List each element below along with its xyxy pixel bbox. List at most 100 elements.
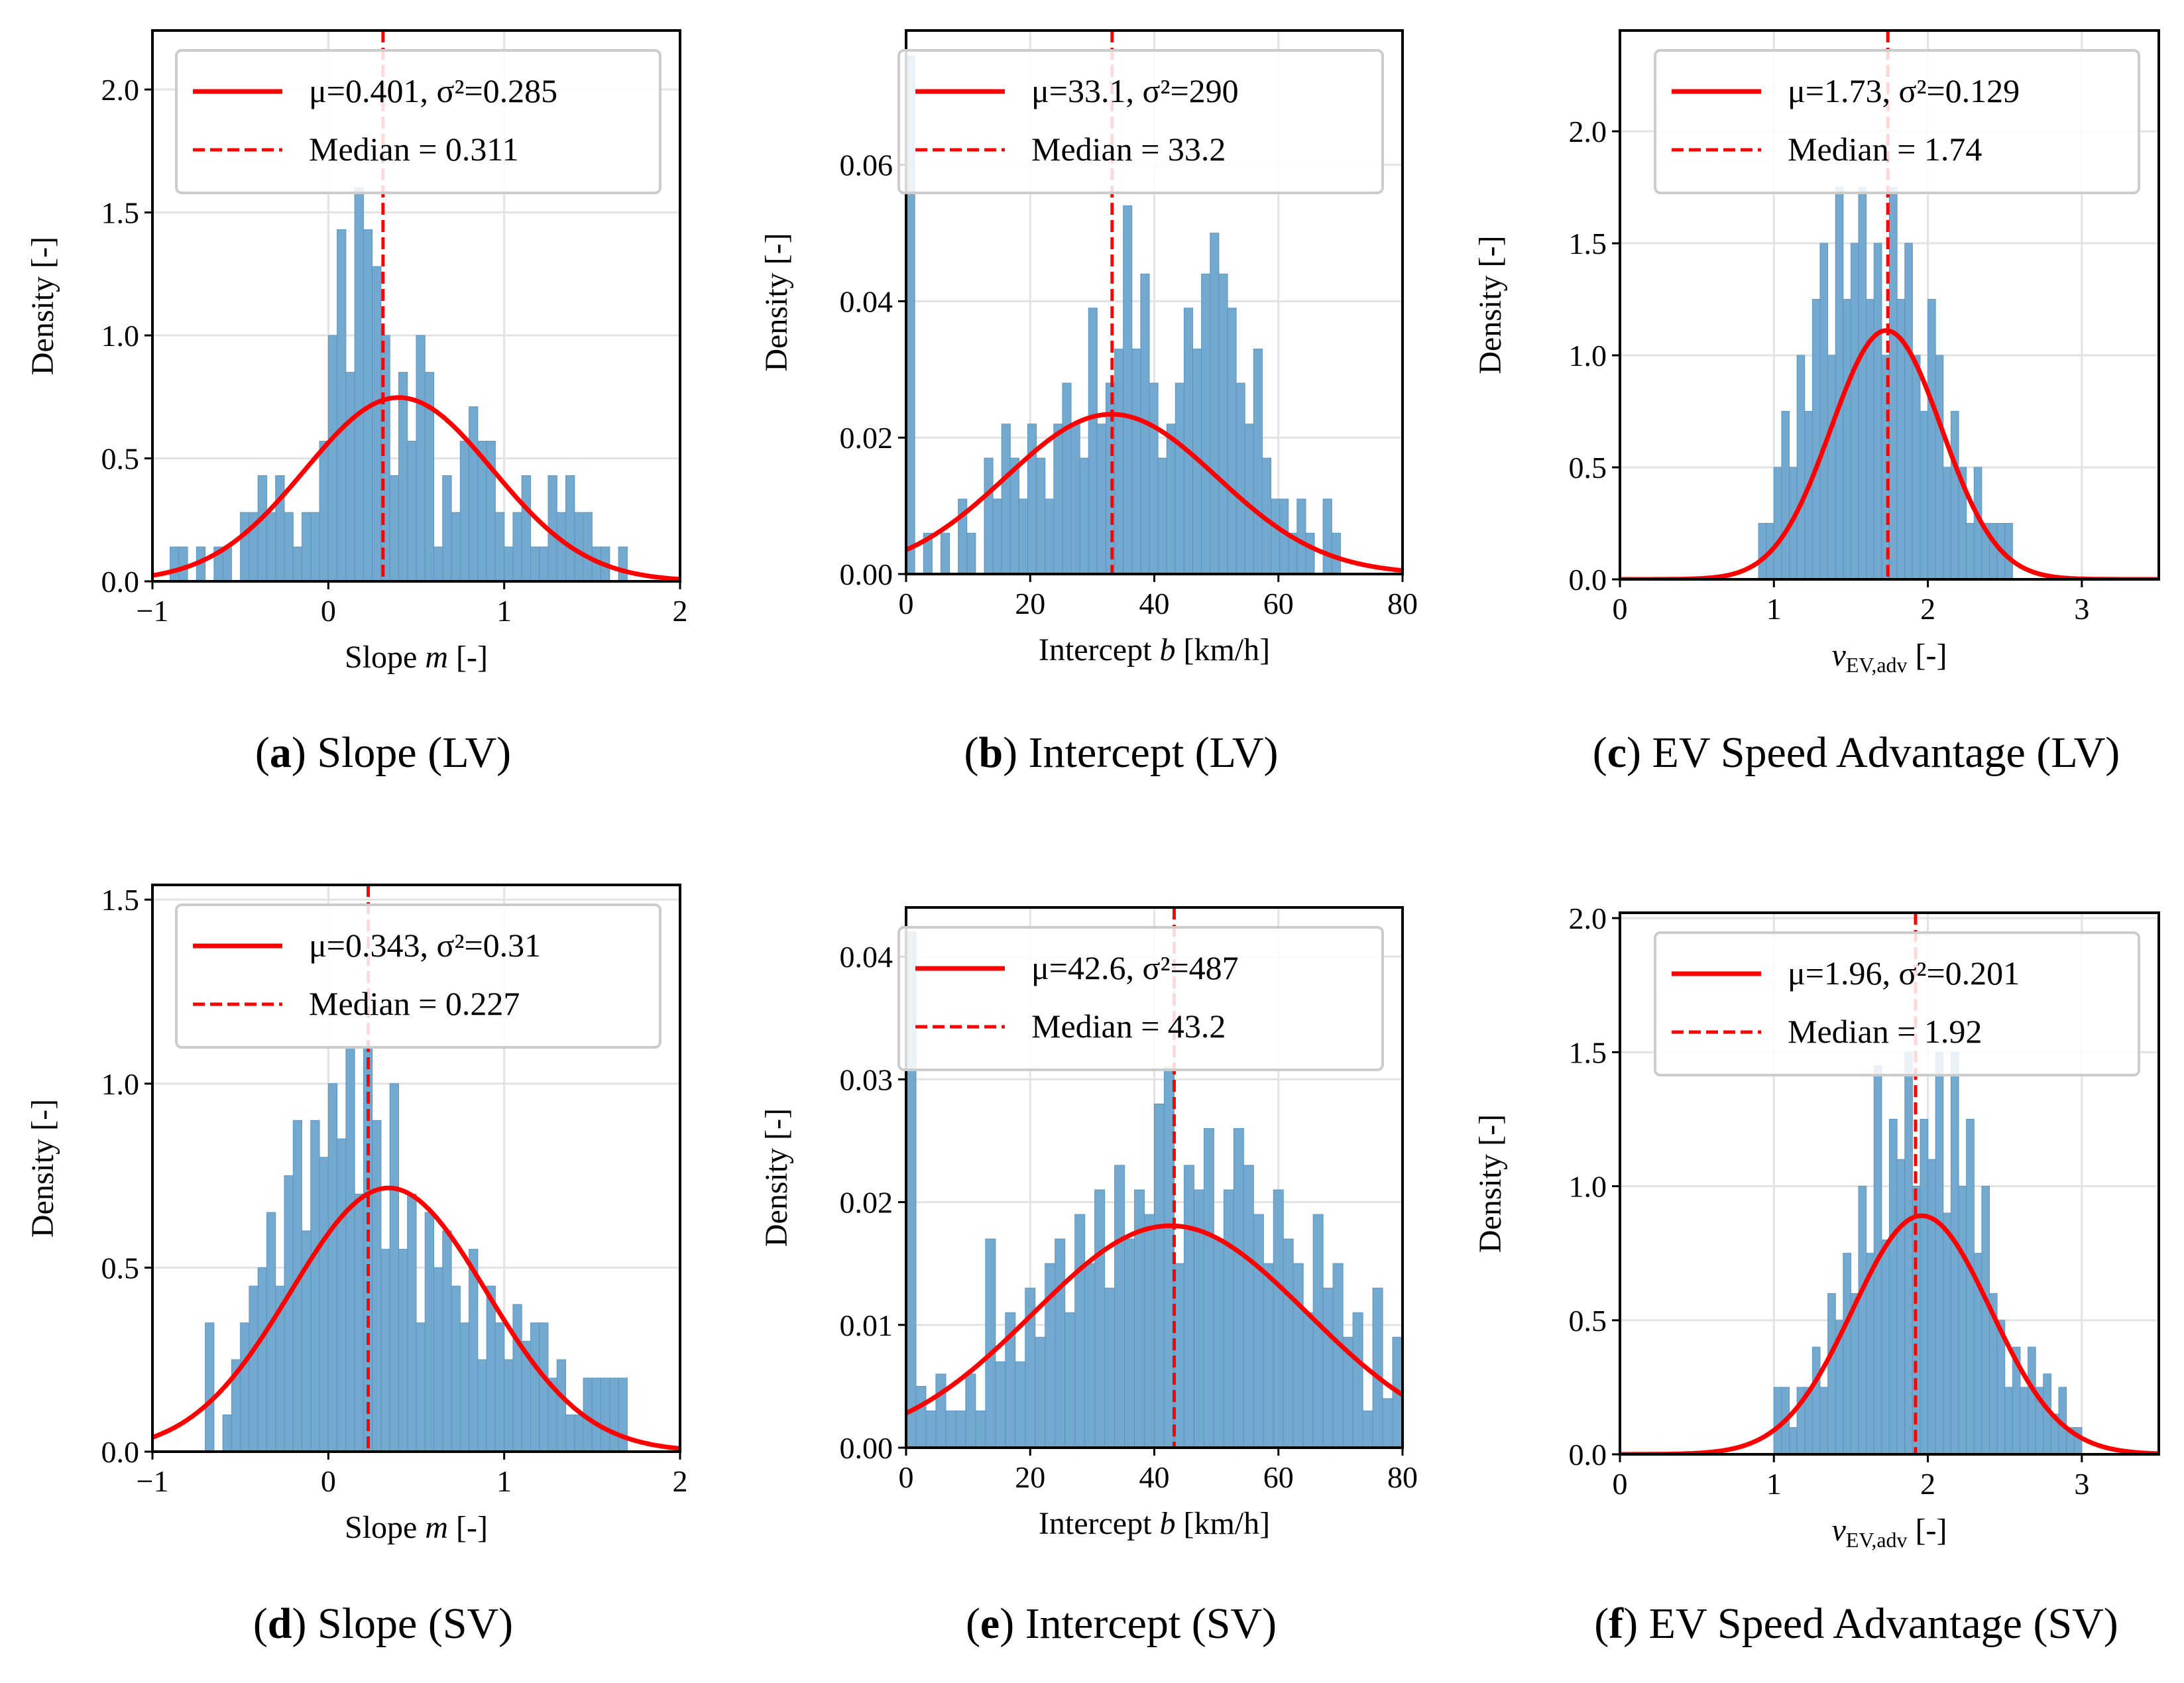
histogram-bar [1873,243,1882,579]
x-label-suffix: [-] [448,640,488,675]
x-tick-label: 2 [1920,1467,1935,1501]
histogram-bar [1263,1263,1274,1448]
caption-letter: f [1609,1599,1624,1648]
x-label-symbol: b [1159,1506,1175,1541]
histogram-bar [539,546,549,581]
legend-box [1654,931,2140,1076]
histogram-bar [1149,382,1159,574]
histogram-bar [530,1322,540,1452]
histogram-bar [1966,523,1975,579]
caption-open-paren: ( [255,728,270,777]
histogram-bar [1227,308,1237,574]
caption-open-paren: ( [1594,1599,1609,1648]
y-tick-label: 0.00 [840,557,893,591]
histogram-bar [1114,1165,1125,1448]
histogram-bar [442,1230,452,1452]
histogram-bar [1352,1312,1363,1448]
histogram-bar [240,512,250,581]
histogram-bar [1009,457,1019,574]
histogram-bar [1223,1189,1234,1448]
histogram-bar [170,546,180,581]
y-tick-label: 0.03 [840,1063,893,1096]
histogram-bar [222,1414,232,1452]
x-label-suffix: [-] [1908,1513,1947,1548]
subfigure-caption: (d) Slope (SV) [253,1599,513,1648]
caption-letter: d [268,1599,292,1648]
histogram-bar [1835,187,1844,579]
histogram-bar [319,1157,329,1452]
x-tick-label: 40 [1139,1460,1170,1494]
histogram-bar [1027,424,1037,574]
caption-letter: b [978,728,1003,777]
histogram-bar [416,1322,426,1452]
y-tick-label: 1.5 [1569,227,1607,261]
histogram [1620,913,2159,1454]
panel-e: 0 20 40 60 80 0.00 0.01 0.02 0.03 0.04 Intercept b… [759,906,1418,1648]
histogram-bar [1935,1051,1944,1454]
x-label-base: Intercept [1039,632,1160,667]
histogram-bar [1362,1410,1373,1448]
legend-box [175,903,661,1049]
histogram-bar [1243,1165,1254,1448]
histogram-bar [1302,1312,1314,1448]
y-tick-label: 1.5 [101,883,140,917]
y-tick-label: 0.06 [840,148,893,182]
histogram-bar [1036,457,1046,574]
histogram-bar [372,1120,382,1452]
x-tick-label: 60 [1263,587,1294,620]
histogram-bar [1201,273,1211,574]
x-tick-label: 20 [1015,587,1045,620]
histogram-bar [1094,1189,1106,1448]
y-tick-label: 0.01 [840,1308,893,1342]
histogram-bar [1104,1287,1116,1448]
histogram-bar [1382,1398,1393,1448]
x-tick-label: 60 [1263,1460,1294,1494]
y-tick-label: 0.5 [101,1251,140,1285]
histogram-bar [469,406,479,581]
histogram-bar [1811,299,1821,579]
x-label-symbol: m [425,640,448,675]
histogram-bar [1889,187,1898,579]
histogram-bar [1062,382,1072,574]
histogram-bar [539,1322,549,1452]
histogram-bar [985,1238,996,1448]
histogram-bar [1253,348,1263,574]
normal-fit-curve [152,395,680,581]
y-tick-label: 0.00 [840,1431,893,1465]
histogram-bar [618,546,628,581]
subfigure-caption: (a) Slope (LV) [255,728,511,777]
histogram-bar [1850,1293,1859,1454]
legend-box [897,926,1384,1071]
y-tick-label: 1.0 [101,319,140,353]
histogram-bar [451,1285,461,1452]
histogram-bar [1773,1387,1782,1454]
histogram-bar [284,512,294,581]
histogram-bar [494,1322,505,1452]
x-tick-label: 3 [2074,1467,2089,1501]
legend-median-label: Median = 0.227 [309,985,520,1022]
histogram-bar [1253,1214,1264,1448]
histogram-bar [1144,1214,1155,1448]
x-axis-label: Slope m [-] [345,1510,488,1545]
histogram-bar [1850,243,1859,579]
histogram-bar [1781,411,1790,579]
histogram-bar [1183,1165,1194,1448]
y-axis-label: Density [-] [25,1099,60,1238]
histogram-bar [249,1285,259,1452]
histogram-bar [337,229,347,581]
y-tick-label: 1.0 [1569,339,1607,373]
histogram-bar [574,1414,584,1452]
histogram-bar [292,546,303,581]
panel-f: 0 1 2 3 0.0 0.5 1.0 1.5 2.0 vEV,adv [-] Density [-… [1473,901,2160,1648]
y-tick-label: 2.0 [1569,115,1607,148]
y-axis-label: Density [-] [1473,1114,1508,1253]
x-label-suffix: [km/h] [1175,1506,1270,1541]
x-tick-label: 2 [1920,592,1935,626]
histogram-bar [1889,1118,1898,1454]
histogram-bar [1843,299,1851,579]
x-tick-label: 0 [1613,592,1628,626]
x-label-symbol: b [1159,632,1175,667]
histogram-bar [521,475,531,581]
histogram-bar [1305,532,1315,574]
